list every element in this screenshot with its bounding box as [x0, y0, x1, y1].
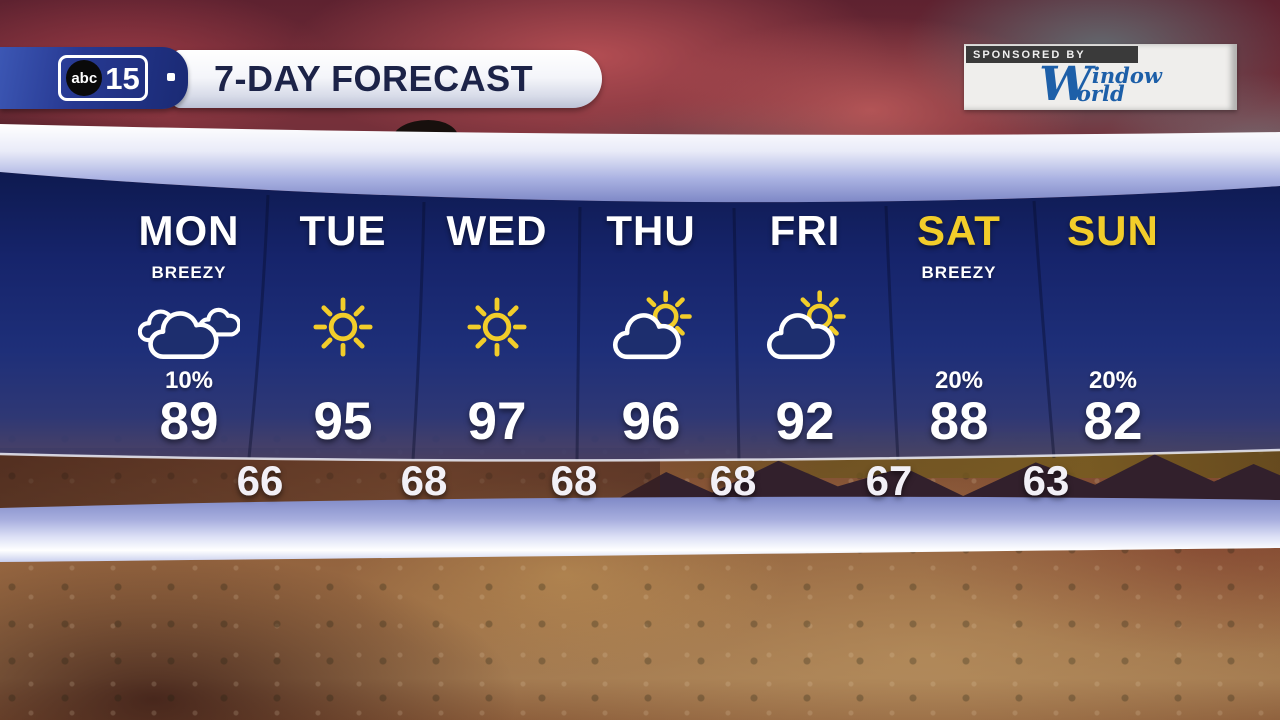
- condition-label: BREEZY: [921, 263, 997, 282]
- weather-icon-box: [308, 289, 378, 365]
- title-banner: 7-DAY FORECAST: [172, 50, 602, 108]
- day-column-thu: THU 96: [574, 207, 728, 451]
- window-world-line1: indow: [1091, 63, 1162, 89]
- day-column-wed: WED 97: [420, 207, 574, 451]
- sponsored-by-bar: SPONSORED BY: [966, 46, 1138, 63]
- low-temp: 68: [550, 457, 598, 504]
- sponsor-box: SPONSORED BY W indow orld: [964, 44, 1237, 110]
- weather-icon-box: [138, 289, 240, 365]
- days-row: MON BREEZY 10% 89 TUE 95 WED: [112, 210, 1190, 448]
- high-temp: 82: [1083, 392, 1143, 451]
- page-title: 7-DAY FORECAST: [214, 58, 534, 99]
- day-name: SUN: [1067, 207, 1159, 254]
- partly-cloudy-icon: [759, 289, 851, 366]
- weather-icon-box: [462, 289, 532, 365]
- bottom-ribbon: [0, 496, 1280, 562]
- window-world-logo: W indow orld: [964, 58, 1237, 110]
- high-temp: 96: [621, 392, 681, 451]
- forecast-board: [0, 124, 1280, 562]
- day-column-sun: SUN 20% 82: [1036, 207, 1190, 451]
- day-name: SAT: [917, 207, 1001, 254]
- top-ribbon: [0, 124, 1280, 203]
- high-temp: 97: [467, 392, 527, 451]
- sunny-icon: [308, 292, 378, 362]
- low-temp: 67: [865, 457, 913, 504]
- column-dividers: [247, 194, 1056, 462]
- low-temp: 63: [1022, 457, 1070, 504]
- window-world-line2: orld: [1076, 81, 1125, 106]
- day-column-fri: FRI 92: [728, 210, 882, 448]
- high-temp: 92: [775, 392, 835, 451]
- day-name: TUE: [299, 207, 387, 254]
- weather-icon-box: [605, 289, 697, 365]
- day-name: MON: [138, 207, 240, 254]
- high-temp: 88: [929, 392, 989, 451]
- precip-chance: 20%: [934, 367, 984, 394]
- sunny-icon: [462, 292, 532, 362]
- station-logo-bar: abc 15: [0, 47, 188, 109]
- high-temp: 89: [159, 392, 219, 451]
- low-temp: 66: [236, 457, 284, 504]
- low-temp: 68: [709, 457, 757, 504]
- day-column-tue: TUE 95: [266, 207, 420, 451]
- low-temp: 68: [400, 457, 448, 504]
- day-name: WED: [446, 207, 548, 254]
- board-bottom-line: [0, 448, 1280, 462]
- abc-logo-circle: abc: [66, 60, 103, 96]
- high-temp: 95: [313, 392, 373, 451]
- abc15-logo: abc 15: [58, 55, 148, 101]
- window-world-initial: W: [1039, 56, 1092, 112]
- sponsored-by-label: SPONSORED BY: [973, 48, 1086, 61]
- logo-separator-dot: [167, 73, 175, 81]
- day-column-sat: SAT BREEZY 20% 88: [882, 207, 1036, 451]
- precip-chance: 10%: [164, 367, 214, 394]
- day-column-mon: MON BREEZY 10% 89: [112, 210, 266, 448]
- day-name: THU: [606, 207, 696, 254]
- header: 7-DAY FORECAST abc 15 SPONSORED BY W ind…: [0, 0, 1280, 120]
- partly-cloudy-icon: [605, 289, 697, 366]
- condition-label: BREEZY: [151, 263, 227, 282]
- cloudy-icon: [138, 288, 240, 366]
- day-name: FRI: [769, 207, 841, 254]
- precip-chance: 20%: [1088, 367, 1138, 394]
- weather-icon-box: [759, 289, 851, 365]
- channel-number: 15: [105, 60, 140, 96]
